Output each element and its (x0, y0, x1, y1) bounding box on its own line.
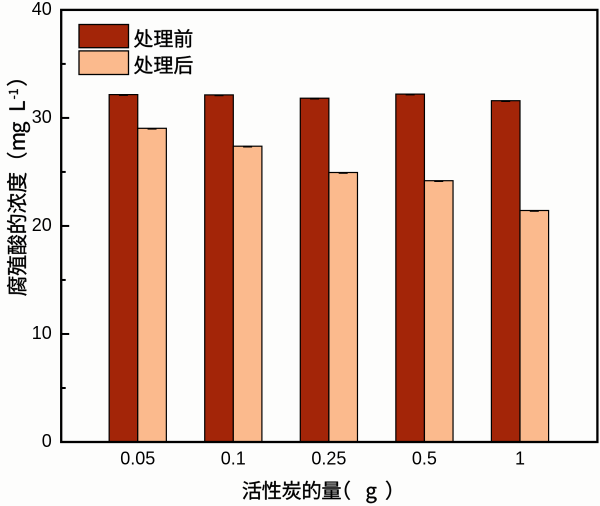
svg-text:0.1: 0.1 (221, 449, 246, 469)
svg-text:20: 20 (32, 215, 52, 235)
svg-text:1: 1 (515, 449, 525, 469)
svg-text:0: 0 (42, 431, 52, 451)
svg-text:30: 30 (32, 107, 52, 127)
svg-text:0.25: 0.25 (311, 449, 346, 469)
svg-text:0.5: 0.5 (412, 449, 437, 469)
svg-text:40: 40 (32, 0, 52, 19)
svg-text:0.05: 0.05 (120, 449, 155, 469)
svg-text:10: 10 (32, 323, 52, 343)
